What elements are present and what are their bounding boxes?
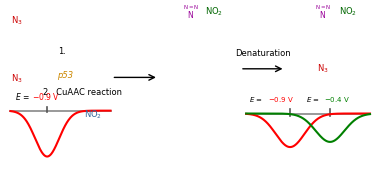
Text: Denaturation: Denaturation: [235, 50, 291, 58]
Text: $\mathsf{NO_2}$: $\mathsf{NO_2}$: [339, 6, 357, 18]
Text: $\mathsf{N_3}$: $\mathsf{N_3}$: [318, 63, 329, 75]
Text: $-0.9$ V: $-0.9$ V: [268, 95, 294, 104]
Text: $E$ =: $E$ =: [306, 95, 321, 104]
Text: $\mathsf{\overset{N{=}N}{N}}$: $\mathsf{\overset{N{=}N}{N}}$: [183, 3, 199, 21]
Text: p53: p53: [57, 71, 74, 80]
Text: $-0.4$ V: $-0.4$ V: [324, 95, 350, 104]
Text: $\mathsf{NO_2}$: $\mathsf{NO_2}$: [204, 6, 223, 18]
Text: $\mathsf{N_3}$: $\mathsf{N_3}$: [11, 73, 23, 85]
Text: 1.: 1.: [59, 47, 67, 56]
Text: $\mathsf{\overset{N{=}N}{N}}$: $\mathsf{\overset{N{=}N}{N}}$: [315, 3, 331, 21]
Text: $\mathsf{NO_2}$: $\mathsf{NO_2}$: [84, 109, 102, 121]
Text: $E$ =: $E$ =: [248, 95, 263, 104]
Text: $\mathsf{N_3}$: $\mathsf{N_3}$: [11, 14, 23, 27]
Text: $-0.9$ V: $-0.9$ V: [33, 91, 60, 102]
Text: 2.  CuAAC reaction: 2. CuAAC reaction: [43, 88, 122, 97]
Text: $E$ =: $E$ =: [15, 91, 31, 102]
